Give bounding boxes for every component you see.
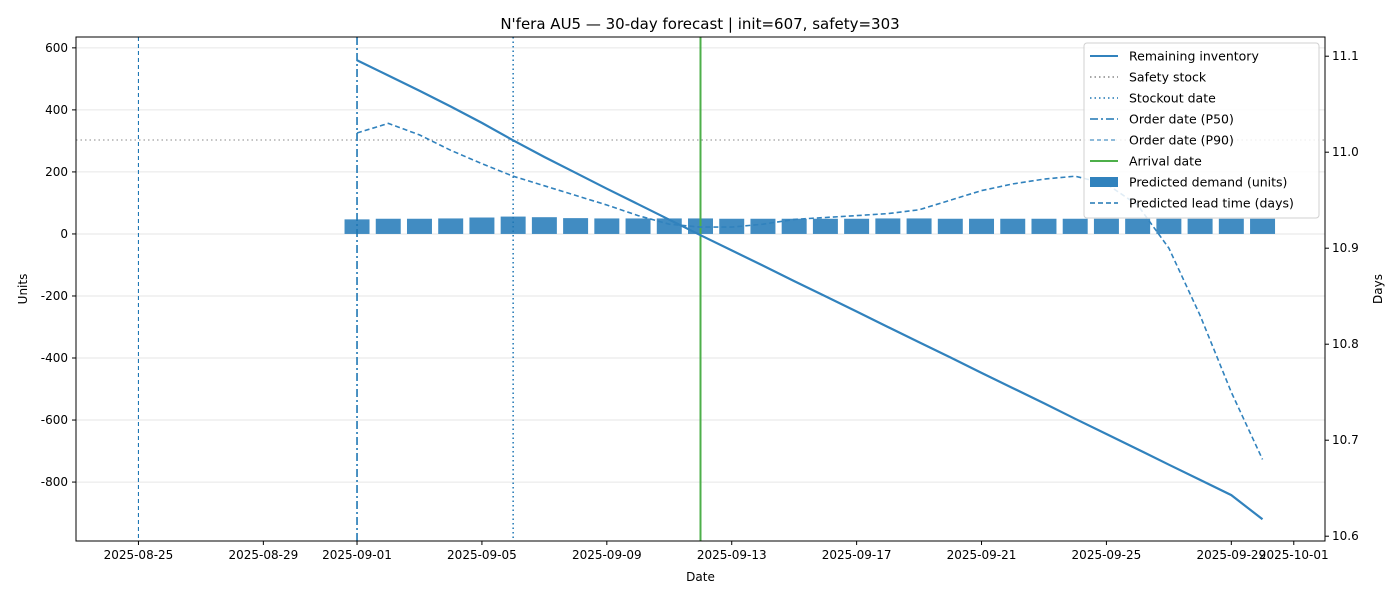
demand-bar [438, 218, 464, 234]
legend-label: Remaining inventory [1129, 49, 1259, 64]
demand-bar [375, 218, 401, 234]
series-predicted-lead-time-days [356, 122, 1264, 460]
y2-tick-label: 11.1 [1332, 49, 1359, 63]
y-tick-label: -800 [41, 475, 68, 489]
x-tick-label: 2025-08-25 [104, 548, 174, 562]
legend-box [1083, 42, 1320, 219]
demand-bar [563, 218, 589, 234]
demand-bar [1093, 218, 1119, 234]
x-tick-label: 2025-09-29 [1196, 548, 1266, 562]
series-lines [356, 59, 1264, 521]
y-tick-label: -400 [41, 351, 68, 365]
x-tick-label: 2025-09-21 [947, 548, 1017, 562]
y-tick-label: -600 [41, 413, 68, 427]
x-tick-label: 2025-09-01 [322, 548, 392, 562]
demand-bar [750, 218, 776, 234]
demand-bar [1031, 218, 1057, 234]
demand-bar [594, 218, 620, 234]
demand-bar [1000, 218, 1026, 234]
legend-label: Predicted lead time (days) [1129, 196, 1294, 211]
y-axis-label: Units [16, 274, 30, 305]
x-tick-label: 2025-09-05 [447, 548, 517, 562]
legend-label: Stockout date [1129, 91, 1216, 106]
demand-bars [344, 216, 1276, 234]
demand-bar [812, 218, 838, 234]
x-axis-label: Date [686, 570, 715, 584]
demand-bar [1156, 218, 1182, 234]
legend-label: Order date (P50) [1129, 112, 1234, 127]
legend-label: Predicted demand (units) [1129, 175, 1287, 190]
legend-label: Arrival date [1129, 154, 1202, 169]
y2-tick-label: 10.9 [1332, 241, 1359, 255]
y2-axis-label: Days [1371, 274, 1385, 304]
demand-bar [1187, 218, 1213, 234]
legend-swatch [1090, 177, 1118, 187]
demand-bar [781, 218, 807, 234]
x-axis: 2025-08-25 2025-08-29 2025-09-01 2025-09-05… [104, 541, 1329, 562]
y-tick-label: 600 [45, 41, 68, 55]
x-tick-label: 2025-09-25 [1072, 548, 1142, 562]
y-axis-left: 600 400 200 0 -200 -400 -600 -800 [41, 41, 76, 489]
legend-label: Safety stock [1129, 70, 1207, 85]
chart-title: N'fera AU5 — 30-day forecast | init=607,… [500, 15, 899, 33]
x-tick-label: 2025-09-09 [572, 548, 642, 562]
demand-bar [1125, 218, 1151, 234]
y2-tick-label: 10.7 [1332, 433, 1359, 447]
demand-bar [1250, 218, 1276, 234]
legend: Remaining inventory Safety stock Stockout … [1083, 42, 1320, 219]
y-tick-label: 200 [45, 165, 68, 179]
y-tick-label: -200 [41, 289, 68, 303]
demand-bar [500, 216, 526, 234]
demand-bar [406, 218, 432, 234]
legend-label: Order date (P90) [1129, 133, 1234, 148]
y-axis-right: 10.6 10.7 10.8 10.9 11.0 11.1 [1325, 49, 1359, 543]
y-tick-label: 0 [60, 227, 68, 241]
demand-bar [969, 218, 995, 234]
demand-bar [531, 217, 557, 234]
demand-bar [906, 218, 932, 234]
x-tick-label: 2025-10-01 [1259, 548, 1329, 562]
y2-tick-label: 10.6 [1332, 529, 1359, 543]
demand-bar [1218, 218, 1244, 234]
demand-bar [937, 218, 963, 234]
y2-tick-label: 10.8 [1332, 337, 1359, 351]
demand-bar [344, 219, 370, 234]
demand-bar [1062, 218, 1088, 234]
y-tick-label: 400 [45, 103, 68, 117]
plot-frame [75, 36, 1326, 542]
series-remaining-inventory [356, 59, 1264, 521]
x-tick-label: 2025-09-17 [822, 548, 892, 562]
demand-bar [625, 218, 651, 234]
demand-bar [875, 218, 901, 234]
y2-tick-label: 11.0 [1332, 145, 1359, 159]
x-tick-label: 2025-08-29 [228, 548, 298, 562]
demand-bar [844, 218, 870, 234]
demand-bar [469, 217, 495, 234]
x-tick-label: 2025-09-13 [697, 548, 767, 562]
